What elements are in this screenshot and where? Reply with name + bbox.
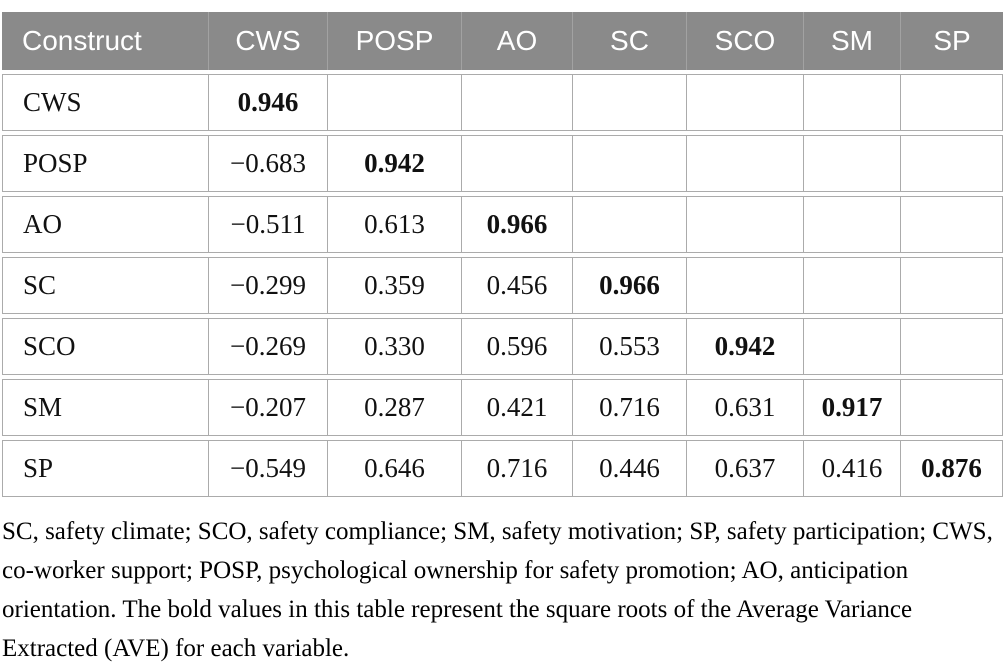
row-label: SCO [2,318,209,375]
row-label: AO [2,196,209,253]
table-cell [804,196,901,253]
table-header-row: Construct CWS POSP AO SC SCO SM SP [2,12,1003,70]
table-cell: 0.876 [901,440,1003,497]
row-label: SP [2,440,209,497]
row-label: CWS [2,74,209,131]
table-row: AO −0.511 0.613 0.966 [2,196,1003,253]
table-cell: −0.207 [209,379,328,436]
table-cell: 0.631 [687,379,804,436]
table-cell [573,196,687,253]
table-cell [573,135,687,192]
table-cell: 0.287 [328,379,462,436]
header-cell-ao: AO [462,12,573,70]
table-cell: 0.946 [209,74,328,131]
table-cell [328,74,462,131]
table-row: SM −0.207 0.287 0.421 0.716 0.631 0.917 [2,379,1003,436]
table-cell: 0.646 [328,440,462,497]
table-cell: 0.966 [573,257,687,314]
table-cell: 0.966 [462,196,573,253]
table-row: CWS 0.946 [2,74,1003,131]
table-cell: 0.613 [328,196,462,253]
header-cell-sco: SCO [687,12,804,70]
table-cell: 0.596 [462,318,573,375]
table-cell [804,135,901,192]
table-cell: 0.421 [462,379,573,436]
table-cell: −0.269 [209,318,328,375]
table-cell: −0.683 [209,135,328,192]
table-cell: −0.549 [209,440,328,497]
table-cell: 0.446 [573,440,687,497]
table-cell [901,318,1003,375]
table-cell: 0.456 [462,257,573,314]
row-label: SC [2,257,209,314]
table-cell [804,74,901,131]
table-cell [901,74,1003,131]
table-cell [462,135,573,192]
table-cell [901,379,1003,436]
table-cell: 0.553 [573,318,687,375]
table-cell [687,196,804,253]
table-row: SP −0.549 0.646 0.716 0.446 0.637 0.416 … [2,440,1003,497]
table-cell: 0.942 [687,318,804,375]
table-cell: −0.511 [209,196,328,253]
header-cell-sc: SC [573,12,687,70]
correlation-table: Construct CWS POSP AO SC SCO SM SP CWS 0… [2,8,1003,501]
table-cell: 0.637 [687,440,804,497]
table-row: SC −0.299 0.359 0.456 0.966 [2,257,1003,314]
table-cell: 0.942 [328,135,462,192]
table-cell [573,74,687,131]
table-row: POSP −0.683 0.942 [2,135,1003,192]
header-cell-cws: CWS [209,12,328,70]
row-label: SM [2,379,209,436]
table-footnote: SC, safety climate; SCO, safety complian… [2,518,993,662]
table-cell: 0.917 [804,379,901,436]
table-cell [901,135,1003,192]
table-cell: 0.416 [804,440,901,497]
header-cell-construct: Construct [2,12,209,70]
row-label: POSP [2,135,209,192]
table-cell [462,74,573,131]
table-cell: 0.716 [573,379,687,436]
table-row: SCO −0.269 0.330 0.596 0.553 0.942 [2,318,1003,375]
header-cell-sm: SM [804,12,901,70]
table-cell: 0.330 [328,318,462,375]
header-cell-posp: POSP [328,12,462,70]
table-cell [804,318,901,375]
table-cell: 0.359 [328,257,462,314]
header-cell-sp: SP [901,12,1003,70]
table-cell: −0.299 [209,257,328,314]
table-cell: 0.716 [462,440,573,497]
table-cell [687,257,804,314]
table-cell [687,74,804,131]
table-cell [901,257,1003,314]
table-cell [804,257,901,314]
table-cell [901,196,1003,253]
table-cell [687,135,804,192]
